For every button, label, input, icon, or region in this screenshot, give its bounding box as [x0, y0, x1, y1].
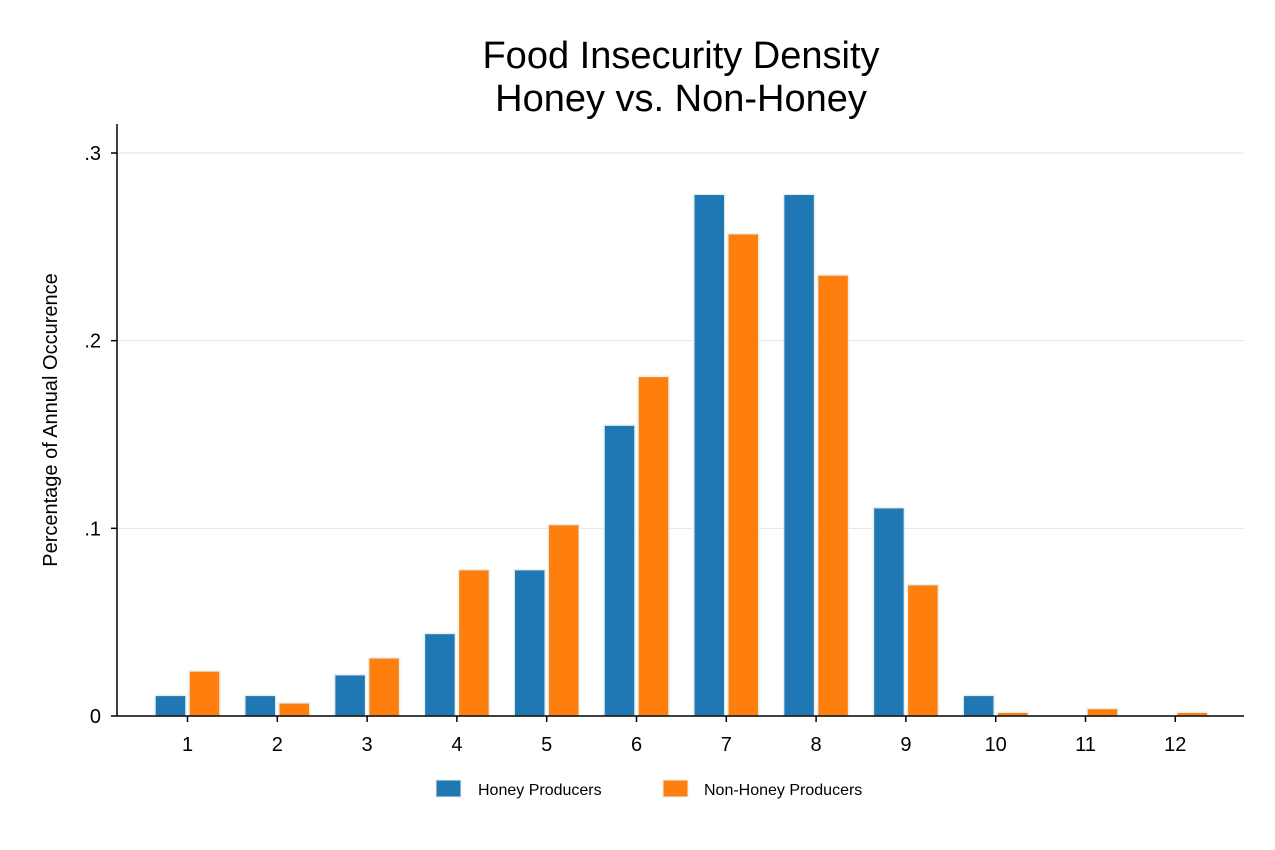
bar-non-honey-1 [188, 670, 221, 717]
legend-label: Honey Producers [478, 782, 602, 799]
x-tick-label: 10 [985, 734, 1007, 756]
bar-non-honey-7 [727, 232, 760, 717]
x-tick-label: 1 [182, 734, 193, 756]
bars [154, 193, 1209, 717]
x-tick-label: 7 [721, 734, 732, 756]
y-tick-label: .1 [84, 518, 101, 540]
x-tick-label: 2 [272, 734, 283, 756]
chart-title-line-2: Honey vs. Non-Honey [495, 78, 867, 120]
y-tick-label: 0 [90, 706, 101, 728]
bar-honey-3 [333, 673, 367, 717]
bar-non-honey-11 [1086, 707, 1119, 717]
x-tick-label: 6 [631, 734, 642, 756]
bar-non-honey-6 [637, 375, 670, 717]
legend-swatch [662, 779, 689, 798]
x-tick-label: 5 [541, 734, 552, 756]
x-tick-label: 11 [1075, 734, 1096, 756]
bar-honey-10 [962, 694, 995, 717]
bar-honey-4 [423, 632, 457, 717]
bar-non-honey-3 [367, 657, 401, 717]
bar-honey-7 [693, 193, 726, 717]
bar-honey-8 [782, 193, 816, 717]
y-axis-label: Percentage of Annual Occurence [40, 273, 62, 567]
y-axis-ticks: 0 .1 .2 .3 [84, 143, 117, 728]
bar-non-honey-2 [278, 702, 311, 717]
x-tick-label: 3 [362, 734, 373, 756]
gridlines [117, 152, 1244, 529]
bar-honey-5 [513, 568, 546, 717]
x-tick-label: 8 [811, 734, 822, 756]
legend-label: Non-Honey Producers [704, 782, 862, 799]
x-tick-label: 4 [451, 734, 462, 756]
bar-honey-2 [244, 694, 277, 717]
x-tick-label: 9 [900, 734, 911, 756]
y-tick-label: .3 [84, 143, 101, 165]
x-axis-ticks: 1 2 3 4 5 6 7 8 9 10 11 12 [182, 716, 1186, 756]
bar-non-honey-5 [547, 523, 580, 717]
y-tick-label: .2 [84, 331, 101, 353]
bar-honey-9 [872, 506, 906, 717]
chart-title-line-1: Food Insecurity Density [482, 35, 879, 77]
x-tick-label: 12 [1164, 734, 1186, 756]
bar-non-honey-9 [906, 583, 940, 717]
bar-non-honey-8 [816, 274, 850, 717]
bar-honey-1 [154, 694, 187, 717]
bar-non-honey-4 [457, 568, 491, 717]
bar-honey-6 [603, 424, 636, 717]
legend: Honey Producers Non-Honey Producers [435, 779, 862, 799]
legend-swatch [435, 779, 462, 798]
